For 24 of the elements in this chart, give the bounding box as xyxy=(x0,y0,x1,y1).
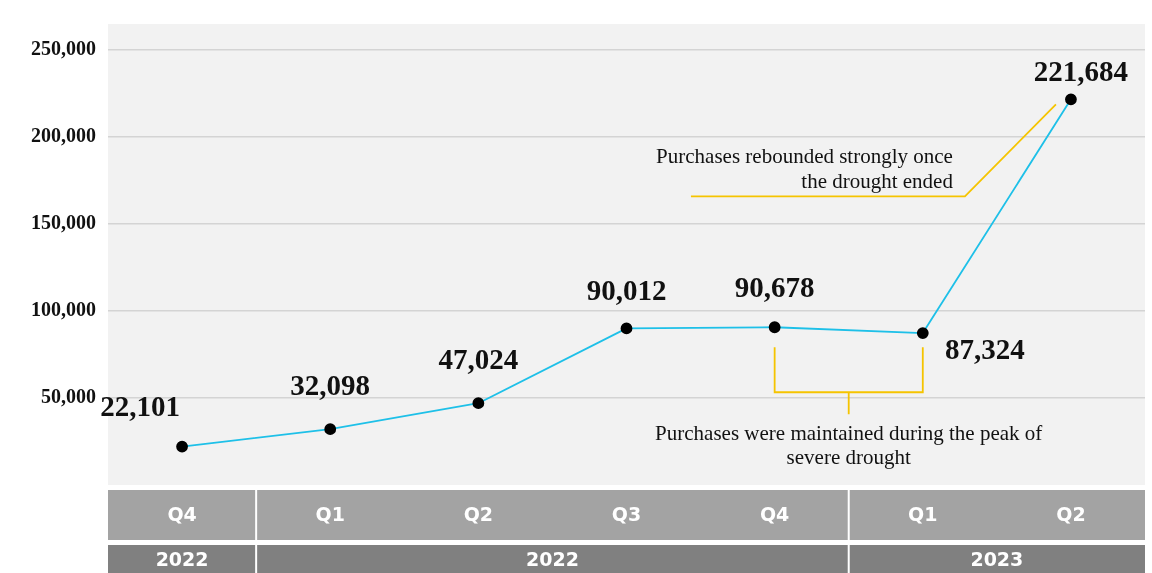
x-tick-label: Q3 xyxy=(611,503,642,526)
data-label: 22,101 xyxy=(100,390,180,423)
data-label: 90,012 xyxy=(586,273,667,306)
data-label: 32,098 xyxy=(290,368,371,401)
x-tick-label: Q1 xyxy=(908,503,938,526)
x-tick-label: Q1 xyxy=(315,503,345,526)
x-tick-label: Q4 xyxy=(759,503,790,526)
y-tick-label: 250,000 xyxy=(31,37,96,60)
x-tick-label: Q2 xyxy=(463,503,494,526)
y-tick-label: 100,000 xyxy=(31,298,96,321)
x-tick-label: Q4 xyxy=(167,503,197,526)
annotation: Purchases rebounded strongly once the drought ended xyxy=(656,143,954,193)
y-tick-label: 50,000 xyxy=(41,385,96,408)
annotation: Purchases were maintained during the peak of severe drought xyxy=(655,420,1043,469)
text: 2022 xyxy=(155,547,209,570)
data-label: 90,678 xyxy=(734,270,815,303)
text: 2022 xyxy=(525,547,579,570)
data-label: 87,324 xyxy=(944,332,1025,365)
text: 2023 xyxy=(970,547,1024,570)
data-label: 47,024 xyxy=(438,342,519,375)
y-tick-label: 150,000 xyxy=(31,211,96,234)
x-tick-label: Q2 xyxy=(1056,503,1086,526)
data-label: 221,684 xyxy=(1033,54,1129,87)
y-tick-label: 200,000 xyxy=(31,124,96,147)
